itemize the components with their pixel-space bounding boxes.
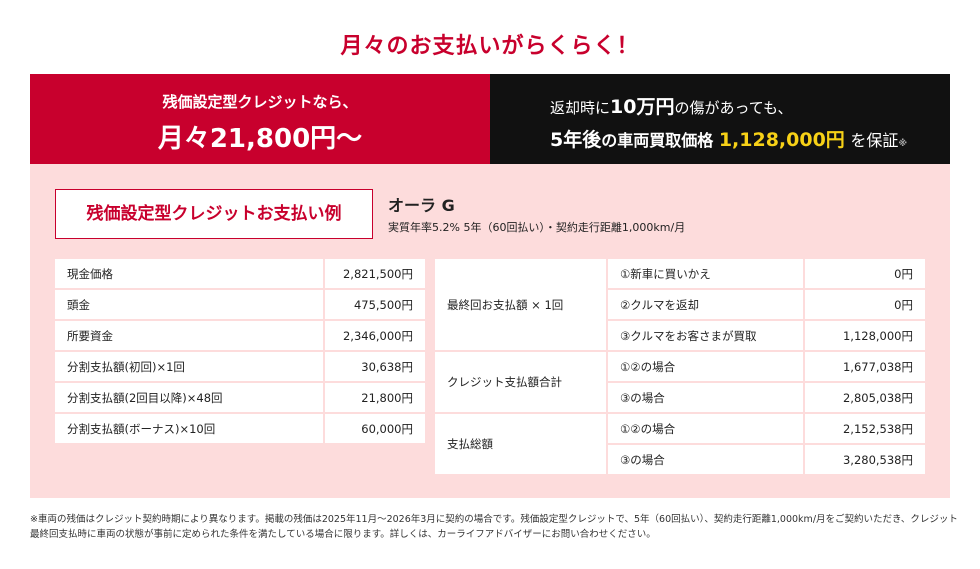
row-value: 0円 xyxy=(805,259,925,288)
row-value: 3,280,538円 xyxy=(805,445,925,474)
row-label: ①②の場合 xyxy=(608,414,803,443)
row-value: 2,152,538円 xyxy=(805,414,925,443)
footnote: ※車両の残価はクレジット契約時期により異なります。掲載の残価は2025年11月〜… xyxy=(30,514,958,540)
row-value: 1,128,000円 xyxy=(805,321,925,350)
row-label: 頭金 xyxy=(55,290,323,319)
row-value: 21,800円 xyxy=(325,383,425,412)
row-value: 1,677,038円 xyxy=(805,352,925,381)
example-title: 残価設定型クレジットお支払い例 xyxy=(55,189,373,239)
credit-terms: 実質年率5.2% 5年（60回払い）・契約走行距離1,000km/月 xyxy=(388,221,686,234)
group-label: クレジット支払額合計 xyxy=(435,352,606,412)
row-value: 2,821,500円 xyxy=(325,259,425,288)
group-label: 支払総額 xyxy=(435,414,606,474)
buyback-price: 1,128,000円 xyxy=(718,129,845,151)
row-value: 2,346,000円 xyxy=(325,321,425,350)
model-name: オーラ G xyxy=(388,196,455,215)
row-label: ③の場合 xyxy=(608,445,803,474)
banner-monthly: 残価設定型クレジットなら、 月々21,800円〜 xyxy=(30,74,490,164)
t: の傷があっても、 xyxy=(674,99,793,117)
banner-guarantee: 返却時に10万円の傷があっても、 5年後の車両買取価格 1,128,000円 を… xyxy=(490,74,950,164)
t: を保証 xyxy=(850,131,899,150)
row-label: 分割支払額(初回)×1回 xyxy=(55,352,323,381)
banner-left-line1: 残価設定型クレジットなら、 xyxy=(162,93,358,111)
banner-left-line2: 月々21,800円〜 xyxy=(157,124,363,154)
row-label: 現金価格 xyxy=(55,259,323,288)
headline: 月々のお支払いがらくらく！ xyxy=(340,34,640,59)
row-value: 60,000円 xyxy=(325,414,425,443)
row-label: ③クルマをお客さまが買取 xyxy=(608,321,803,350)
group-label: 最終回お支払額 × 1回 xyxy=(435,259,606,350)
note-mark: ※ xyxy=(898,139,908,149)
t: 返却時に xyxy=(550,99,611,117)
row-value: 30,638円 xyxy=(325,352,425,381)
row-value: 475,500円 xyxy=(325,290,425,319)
row-label: 分割支払額(2回目以降)×48回 xyxy=(55,383,323,412)
row-value: 2,805,038円 xyxy=(805,383,925,412)
damage-amount: 10万円 xyxy=(610,96,675,118)
t: 5年後 xyxy=(550,129,602,151)
row-label: 分割支払額(ボーナス)×10回 xyxy=(55,414,323,443)
row-label: ①新車に買いかえ xyxy=(608,259,803,288)
row-label: ②クルマを返却 xyxy=(608,290,803,319)
row-value: 0円 xyxy=(805,290,925,319)
t: の車両買取価格 xyxy=(601,131,714,150)
row-label: ①②の場合 xyxy=(608,352,803,381)
row-label: 所要資金 xyxy=(55,321,323,350)
row-label: ③の場合 xyxy=(608,383,803,412)
